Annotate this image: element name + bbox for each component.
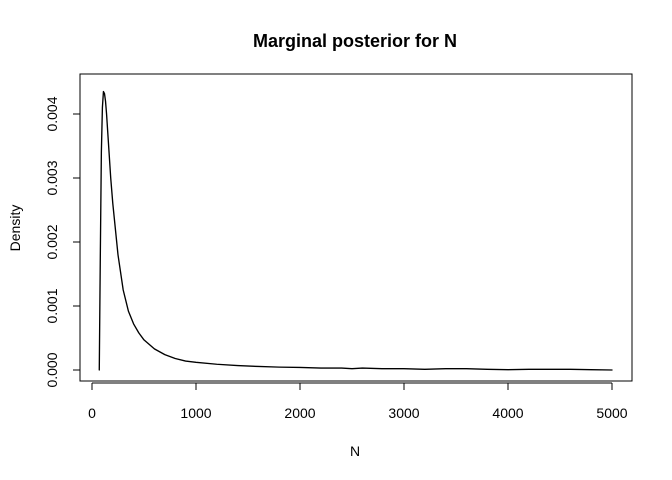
x-axis-tick-label: 1000 <box>180 405 211 421</box>
y-axis-tick-label: 0.004 <box>44 96 60 131</box>
y-axis-tick-label: 0.001 <box>44 288 60 323</box>
x-axis-tick-label: 2000 <box>284 405 315 421</box>
y-axis-tick-label: 0.002 <box>44 224 60 259</box>
x-axis-tick-label: 5000 <box>596 405 627 421</box>
y-axis-label: Density <box>7 205 23 252</box>
y-axis-tick-label: 0.003 <box>44 160 60 195</box>
x-axis-tick-label: 3000 <box>388 405 419 421</box>
plot-frame <box>79 73 633 382</box>
x-axis-layer: 0 1000 2000 3000 4000 5000 <box>88 382 628 421</box>
x-axis-label: N <box>350 443 360 459</box>
y-axis-layer: 0.000 0.001 0.002 0.003 0.004 <box>44 96 81 388</box>
x-axis-tick-label: 4000 <box>492 405 523 421</box>
series-layer <box>98 90 613 371</box>
plot-frame-layer <box>79 73 633 382</box>
x-axis-tick-label: 0 <box>88 405 96 421</box>
density-curve <box>98 90 613 371</box>
chart-title: Marginal posterior for N <box>253 31 457 51</box>
y-axis-tick-label: 0.000 <box>44 352 60 387</box>
